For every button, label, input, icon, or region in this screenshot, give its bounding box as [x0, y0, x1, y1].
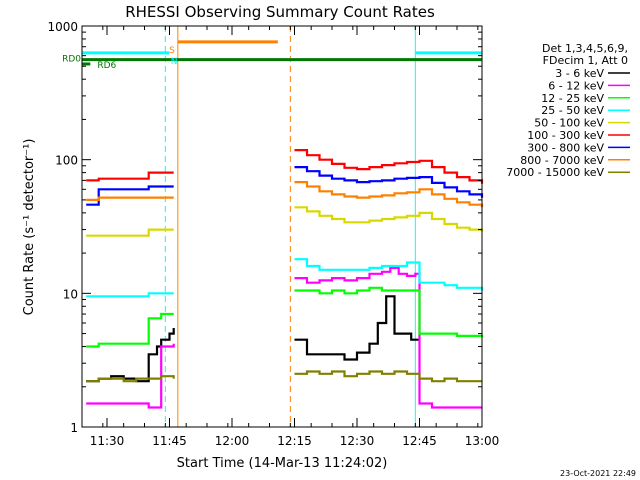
- legend-label-7: 800 - 7000 keV: [520, 154, 604, 167]
- legend: Det 1,3,4,5,6,9, FDecim 1, Att 0 3 - 6 k…: [506, 42, 630, 179]
- status-label-1: RD6: [97, 61, 116, 71]
- x-tick-label-2: 12:00: [215, 434, 250, 448]
- x-tick-label-0: 11:30: [90, 434, 125, 448]
- series-2-line-0: [86, 312, 174, 348]
- status-label-4: S: [169, 46, 175, 56]
- plot-frame: [81, 25, 483, 428]
- legend-label-1: 6 - 12 keV: [548, 79, 604, 92]
- status-label-0: RD0: [62, 55, 81, 65]
- series-7: [86, 181, 484, 208]
- y-tick-label-1: 10: [63, 287, 78, 301]
- legend-label-2: 12 - 25 keV: [541, 92, 604, 105]
- series-2: [86, 286, 484, 348]
- y-tick-label-3: 1000: [47, 20, 78, 34]
- series-8-line-1: [294, 370, 482, 383]
- status-bars: RD0 RD6 NS: [62, 40, 482, 71]
- series-4-line-1: [294, 206, 484, 232]
- series-1-line-1: [294, 266, 482, 409]
- series-4: [86, 206, 484, 237]
- series-2-line-1: [294, 286, 484, 338]
- legend-header-line-2: FDecim 1, Att 0: [543, 54, 628, 67]
- series-3-line-1: [294, 258, 484, 291]
- series-3-line-0: [86, 292, 174, 298]
- x-tick-label-6: 13:00: [465, 434, 500, 448]
- series-1-line-0: [86, 343, 175, 409]
- y-tick-label-2: 100: [55, 154, 78, 168]
- legend-header-line-1: Det 1,3,4,5,6,9,: [542, 42, 628, 55]
- series-8-line-0: [86, 375, 175, 383]
- series-1: [86, 266, 482, 409]
- status-label-2: N: [171, 57, 178, 67]
- series-0-line-1: [294, 295, 420, 361]
- x-tick-label-1: 11:45: [152, 434, 187, 448]
- series-5-line-1: [294, 149, 484, 184]
- series-7-line-1: [294, 181, 484, 208]
- legend-label-3: 25 - 50 keV: [541, 104, 604, 117]
- axes: 1 10 100 1000 11:30 11:45 12:00 12:15 12:30 12:45…: [47, 20, 499, 448]
- y-axis-label: Count Rate (s⁻¹ detector⁻¹): [22, 139, 37, 316]
- timestamp: 23-Oct-2021 22:49: [560, 469, 636, 478]
- x-tick-label-3: 12:15: [277, 434, 312, 448]
- y-tick-label-0: 1: [70, 421, 78, 435]
- legend-label-6: 300 - 800 keV: [527, 141, 604, 154]
- series-6-line-1: [294, 166, 484, 198]
- x-tick-label-5: 12:45: [402, 434, 437, 448]
- legend-label-4: 50 - 100 keV: [534, 117, 604, 130]
- series-4-line-0: [86, 228, 174, 237]
- plot-area: [81, 26, 484, 427]
- series-7-line-0: [86, 196, 174, 201]
- legend-label-0: 3 - 6 keV: [555, 67, 604, 80]
- x-axis-label: Start Time (14-Mar-13 11:24:02): [177, 456, 388, 471]
- chart-title: RHESSI Observing Summary Count Rates: [125, 3, 435, 21]
- legend-label-5: 100 - 300 keV: [527, 129, 604, 142]
- legend-label-8: 7000 - 15000 keV: [506, 166, 604, 179]
- series-3: [86, 258, 484, 298]
- series-5: [86, 149, 484, 184]
- series-8: [86, 370, 482, 383]
- series-5-line-0: [86, 171, 174, 182]
- x-tick-label-4: 12:30: [340, 434, 375, 448]
